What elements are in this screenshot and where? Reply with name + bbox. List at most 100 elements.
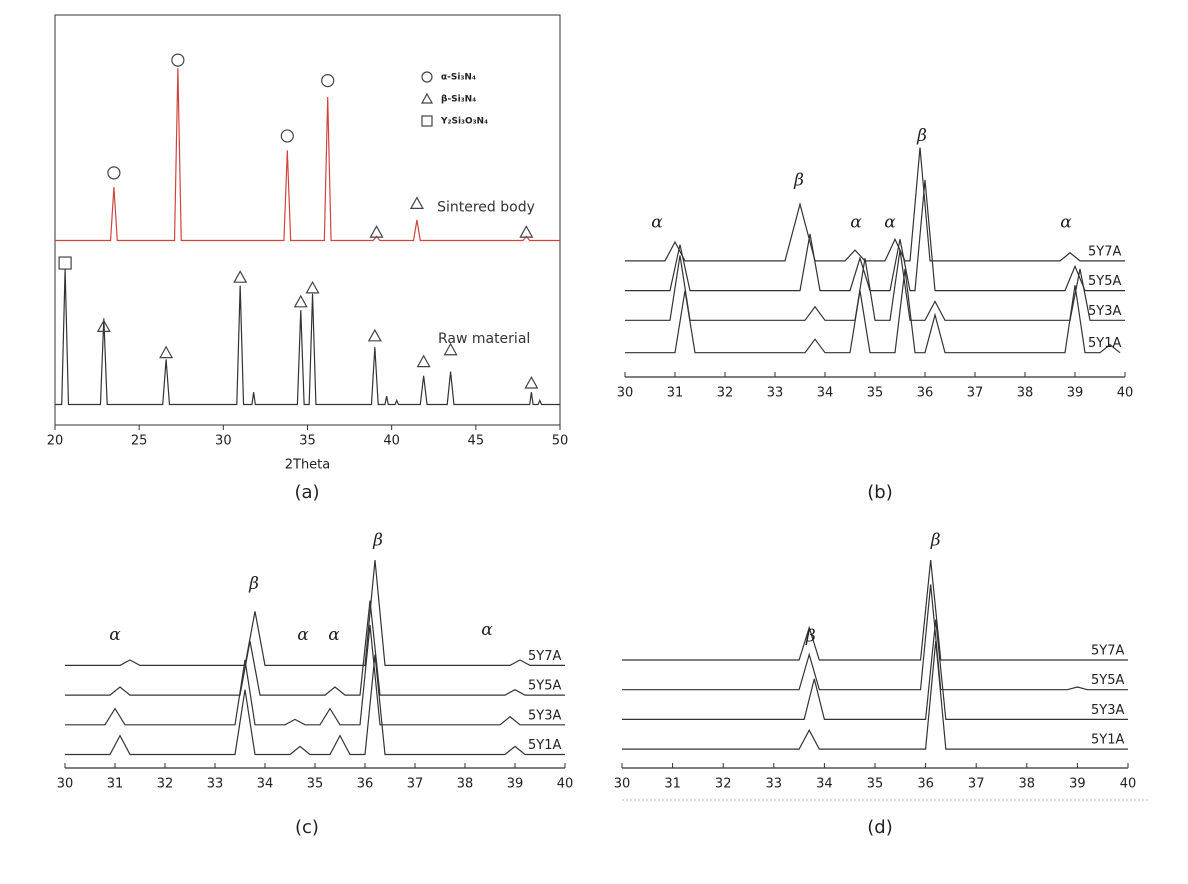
x-tick-label: 45 [468, 434, 485, 449]
x-tick-label: 38 [1019, 777, 1036, 792]
peak-marker [519, 225, 534, 238]
x-tick-label: 39 [1069, 777, 1086, 792]
peak-marker [367, 328, 382, 342]
x-tick-label: 35 [867, 777, 884, 792]
x-tick-label: 30 [617, 386, 634, 401]
x-tick-label: 37 [407, 777, 424, 792]
phase-label: β [248, 574, 259, 594]
xrd-trace [55, 269, 560, 406]
peak-marker [305, 280, 320, 294]
x-axis-label: 2Theta [285, 458, 331, 473]
legend-symbol [420, 92, 434, 104]
phase-label: α [884, 213, 896, 233]
caption: (d) [867, 817, 892, 838]
xrd-trace [622, 560, 1128, 661]
x-tick-label: 38 [1017, 386, 1034, 401]
caption: (c) [295, 817, 319, 838]
x-tick-label: 50 [552, 434, 569, 449]
x-tick-label: 36 [357, 777, 374, 792]
caption: (b) [867, 482, 892, 503]
xrd-trace [65, 600, 565, 696]
phase-label: α [297, 625, 309, 645]
x-tick-label: 33 [207, 777, 224, 792]
xrd-trace [625, 250, 1125, 321]
caption: (a) [294, 482, 319, 503]
x-tick-label: 36 [917, 777, 934, 792]
x-tick-label: 40 [1117, 386, 1134, 401]
phase-label: α [850, 213, 862, 233]
xrd-trace [622, 619, 1128, 720]
peak-marker [443, 342, 458, 356]
plot-frame [54, 14, 561, 426]
x-tick-label: 37 [968, 777, 985, 792]
peak-marker [409, 196, 424, 209]
x-tick-label: 35 [299, 434, 316, 449]
legend-symbol [421, 71, 433, 83]
x-tick-label: 32 [715, 777, 732, 792]
x-tick-label: 40 [557, 777, 574, 792]
x-tick-label: 39 [507, 777, 524, 792]
peak-marker [58, 256, 72, 270]
x-tick-label: 37 [967, 386, 984, 401]
series-label: 5Y1A [528, 738, 561, 753]
legend-label: α-Si₃N₄ [441, 73, 476, 83]
series-label: 5Y3A [1091, 703, 1124, 718]
series-label: 5Y7A [528, 649, 561, 664]
peak-marker [293, 294, 308, 308]
peak-marker [280, 129, 294, 143]
x-tick-label: 31 [667, 386, 684, 401]
peak-marker [96, 319, 111, 332]
phase-label: β [930, 531, 941, 551]
peak-marker [416, 354, 431, 368]
phase-label: α [651, 213, 663, 233]
xrd-trace [625, 179, 1125, 292]
series-label: 5Y5A [1091, 673, 1124, 688]
x-tick-label: 25 [131, 434, 148, 449]
xrd-trace [65, 624, 565, 726]
xrd-trace [65, 560, 565, 666]
x-tick-label: 34 [817, 386, 834, 401]
peak-marker [321, 73, 335, 88]
xrd-trace [622, 584, 1128, 691]
x-tick-label: 30 [614, 777, 631, 792]
annotation: Raw material [438, 331, 530, 347]
x-tick-label: 35 [307, 777, 324, 792]
xrd-trace [625, 147, 1125, 262]
series-label: 5Y3A [1088, 304, 1121, 319]
x-tick-label: 36 [917, 386, 934, 401]
peak-marker [107, 166, 121, 180]
phase-label: β [916, 126, 927, 146]
x-tick-label: 34 [257, 777, 274, 792]
x-tick-label: 31 [107, 777, 124, 792]
xrd-trace [622, 641, 1128, 750]
x-tick-label: 40 [383, 434, 400, 449]
phase-label: α [109, 625, 121, 645]
series-label: 5Y3A [528, 708, 561, 723]
series-label: 5Y1A [1091, 733, 1124, 748]
x-tick-label: 31 [664, 777, 681, 792]
legend-label: Y₂Si₃O₃N₄ [440, 117, 488, 127]
x-tick-label: 39 [1067, 386, 1084, 401]
x-tick-label: 40 [1120, 777, 1137, 792]
x-tick-label: 35 [867, 386, 884, 401]
x-tick-label: 32 [717, 386, 734, 401]
series-label: 5Y5A [528, 679, 561, 694]
xrd-trace [625, 268, 1121, 354]
series-label: 5Y7A [1091, 644, 1124, 659]
peak-marker [524, 375, 539, 389]
series-label: 5Y5A [1088, 274, 1121, 289]
peak-marker [369, 225, 384, 238]
xrd-trace [65, 654, 565, 756]
peak-marker [159, 345, 174, 359]
x-tick-label: 32 [157, 777, 174, 792]
phase-label: β [372, 531, 383, 551]
peak-marker [233, 270, 248, 283]
phase-label: β [805, 627, 816, 647]
series-label: 5Y1A [1088, 336, 1121, 351]
phase-label: α [481, 620, 493, 640]
x-tick-label: 33 [767, 386, 784, 401]
legend-label: β-Si₃N₄ [441, 95, 476, 105]
x-tick-label: 34 [816, 777, 833, 792]
phase-label: α [328, 625, 340, 645]
